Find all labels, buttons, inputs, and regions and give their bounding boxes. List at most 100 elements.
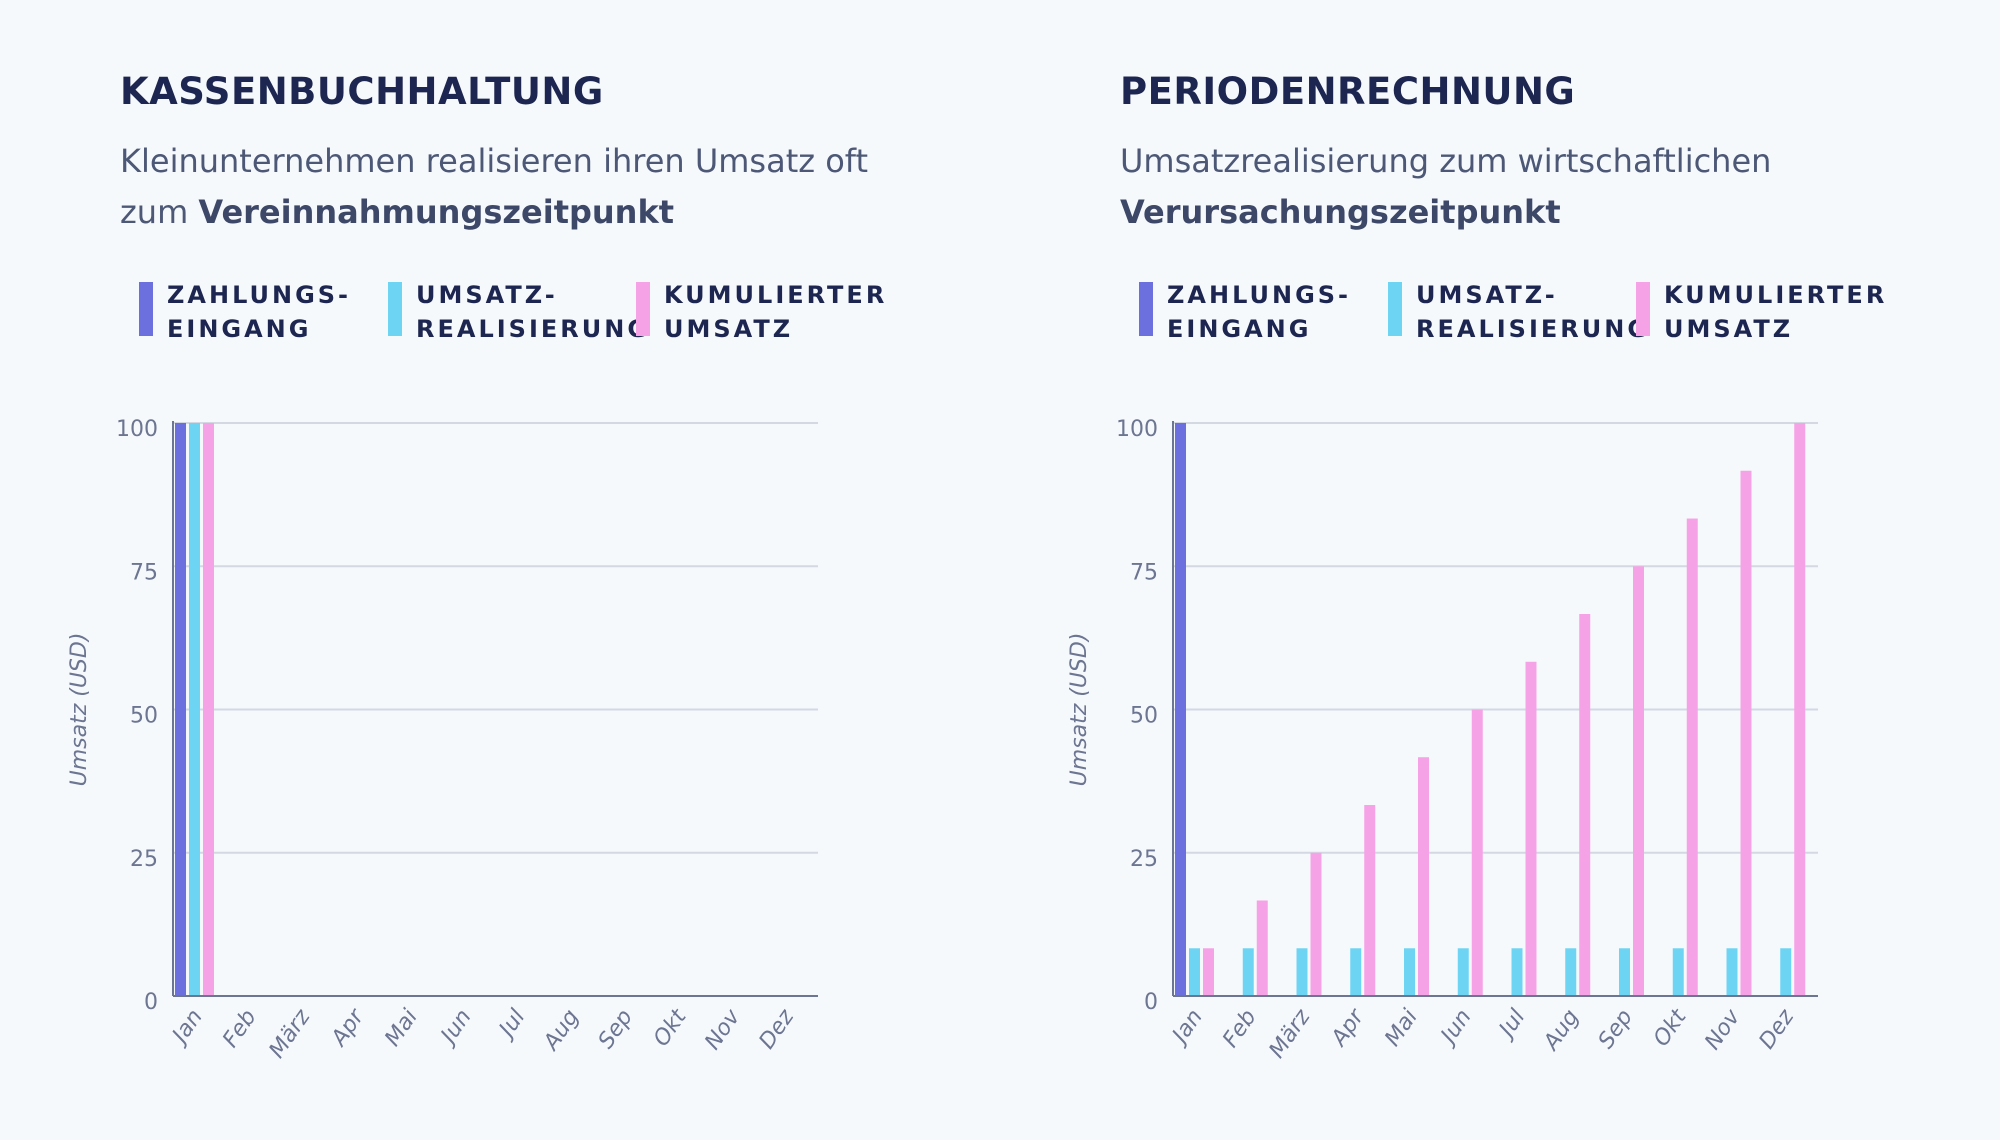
legend-swatch-umsatzrealisierung <box>388 282 402 336</box>
legend-swatch-umsatzrealisierung <box>1388 282 1402 336</box>
legend-label-line1: KUMULIERTER <box>1664 281 1888 309</box>
y-tick-label: 50 <box>1130 704 1158 729</box>
bar-kumulierter_umsatz-mai <box>1418 757 1429 996</box>
legend-label: ZAHLUNGS- EINGANG <box>167 278 351 346</box>
bar-umsatzrealisierung-nov <box>1726 948 1738 996</box>
y-tick-label: 100 <box>116 417 158 442</box>
subtitle-bold: Vereinnahmungszeitpunkt <box>198 193 675 231</box>
bar-kumulierter_umsatz-nov <box>1740 470 1752 996</box>
legend-swatch-zahlungseingang <box>139 282 153 336</box>
legend-label-line2: REALISIERUNG <box>416 315 651 343</box>
x-tick-label-jun: Jun <box>434 1005 476 1051</box>
legend-label-line2: UMSATZ <box>1664 315 1794 343</box>
bar-umsatzrealisierung-jan <box>189 423 200 996</box>
x-tick-label-mai: Mai <box>380 1005 423 1051</box>
legend-label-line1: ZAHLUNGS- <box>167 281 352 309</box>
legend-label-line2: EINGANG <box>167 315 312 343</box>
x-tick-label-jun: Jun <box>1434 1005 1476 1051</box>
legend-label-line1: KUMULIERTER <box>664 281 888 309</box>
bar-kumulierter_umsatz-jul <box>1525 661 1537 996</box>
cash-accounting-subtitle: Kleinunternehmen realisieren ihren Umsat… <box>120 136 940 238</box>
accrual-accounting-panel: PERIODENRECHNUNG Umsatzrealisierung zum … <box>1000 0 2000 1140</box>
cash-accounting-chart: 0 25 50 75 100 Umsatz (USD) Jan Feb März Apr Mai Ju… <box>67 417 818 1063</box>
bar-kumulierter_umsatz-jan <box>1203 948 1214 996</box>
legend-label: KUMULIERTER UMSATZ <box>1664 278 1887 346</box>
x-tick-label-jan: Jan <box>1166 1005 1208 1050</box>
y-tick-label: 25 <box>1130 847 1158 872</box>
bar-umsatzrealisierung-sep <box>1619 948 1630 996</box>
legend-label-line2: UMSATZ <box>664 315 794 343</box>
bar-kumulierter_umsatz-dez <box>1794 423 1806 996</box>
x-tick-label-feb: Feb <box>218 1005 262 1052</box>
legend-swatch-kumulierter-umsatz <box>636 282 650 336</box>
bar-umsatzrealisierung-okt <box>1672 948 1684 996</box>
bar-umsatzrealisierung-feb <box>1242 948 1254 996</box>
x-tick-label-jul: Jul <box>492 1005 530 1044</box>
x-tick-label-apr: Apr <box>326 1004 371 1053</box>
legend-label-line1: UMSATZ- <box>1416 281 1558 309</box>
subtitle-text: Kleinunternehmen realisieren ihren Umsat… <box>120 142 869 231</box>
legend-label-line1: UMSATZ- <box>416 281 558 309</box>
bar-kumulierter_umsatz-sep <box>1633 566 1644 996</box>
x-tick-label-sep: Sep <box>1594 1005 1638 1053</box>
y-tick-label: 75 <box>130 560 158 585</box>
bar-kumulierter_umsatz-okt <box>1686 518 1698 996</box>
cash-accounting-title: KASSENBUCHHALTUNG <box>120 70 604 113</box>
legend-label-line2: REALISIERUNG <box>1416 315 1651 343</box>
bar-umsatzrealisierung-jan <box>1189 948 1200 996</box>
bar-umsatzrealisierung-maerz <box>1296 948 1308 996</box>
x-tick-label-nov: Nov <box>700 1004 746 1054</box>
bar-kumulierter_umsatz-apr <box>1364 805 1376 996</box>
legend-label: KUMULIERTER UMSATZ <box>664 278 887 346</box>
x-tick-label-maerz: März <box>1265 1005 1316 1063</box>
x-tick-label-okt: Okt <box>649 1004 692 1051</box>
bar-kumulierter_umsatz-feb <box>1256 900 1268 996</box>
bar-kumulierter_umsatz-jan <box>203 423 214 996</box>
legend-label: ZAHLUNGS- EINGANG <box>1167 278 1351 346</box>
legend-swatch-zahlungseingang <box>1139 282 1153 336</box>
bar-umsatzrealisierung-mai <box>1404 948 1415 996</box>
bar-kumulierter_umsatz-jun <box>1471 709 1483 996</box>
subtitle-text: Umsatzrealisierung zum wirtschaftlichen <box>1120 142 1772 180</box>
bar-umsatzrealisierung-jun <box>1457 948 1469 996</box>
y-axis-label: Umsatz (USD) <box>1067 633 1092 787</box>
bar-umsatzrealisierung-apr <box>1350 948 1362 996</box>
accrual-accounting-subtitle: Umsatzrealisierung zum wirtschaftlichen … <box>1120 136 1940 238</box>
x-tick-label-feb: Feb <box>1218 1005 1262 1052</box>
x-tick-label-aug: Aug <box>1538 1005 1584 1056</box>
bar-umsatzrealisierung-jul <box>1511 948 1523 996</box>
bar-umsatzrealisierung-dez <box>1780 948 1792 996</box>
y-tick-label: 25 <box>130 847 158 872</box>
accrual-accounting-chart: 0 25 50 75 100 Umsatz (USD) Jan Feb März Apr Mai Ju… <box>1067 417 1818 1063</box>
y-tick-label: 100 <box>1116 417 1158 442</box>
y-axis-label: Umsatz (USD) <box>67 633 92 787</box>
y-tick-label: 0 <box>1144 990 1158 1015</box>
y-tick-label: 0 <box>144 990 158 1015</box>
bar-kumulierter_umsatz-aug <box>1579 613 1591 996</box>
x-tick-label-maerz: März <box>265 1005 316 1063</box>
accrual-accounting-title: PERIODENRECHNUNG <box>1120 70 1576 113</box>
legend-label: UMSATZ- REALISIERUNG <box>416 278 650 346</box>
bar-zahlungseingang-jan <box>175 423 186 996</box>
x-tick-label-okt: Okt <box>1649 1004 1692 1051</box>
x-tick-label-aug: Aug <box>538 1005 584 1056</box>
bar-kumulierter_umsatz-maerz <box>1310 852 1322 996</box>
y-tick-label: 75 <box>1130 560 1158 585</box>
x-tick-label-sep: Sep <box>594 1005 638 1053</box>
legend-swatch-kumulierter-umsatz <box>1636 282 1650 336</box>
x-tick-label-dez: Dez <box>755 1005 800 1054</box>
legend-label-line1: ZAHLUNGS- <box>1167 281 1352 309</box>
x-tick-label-jul: Jul <box>1492 1005 1530 1044</box>
x-tick-label-apr: Apr <box>1326 1004 1371 1053</box>
x-tick-label-nov: Nov <box>1700 1004 1746 1054</box>
y-tick-label: 50 <box>130 704 158 729</box>
x-tick-label-jan: Jan <box>166 1005 208 1050</box>
x-tick-label-dez: Dez <box>1755 1005 1800 1054</box>
cash-accounting-panel: KASSENBUCHHALTUNG Kleinunternehmen reali… <box>67 70 940 1063</box>
legend-label-line2: EINGANG <box>1167 315 1312 343</box>
subtitle-bold: Verursachungszeitpunkt <box>1120 193 1561 231</box>
x-tick-label-mai: Mai <box>1380 1005 1423 1051</box>
legend-label: UMSATZ- REALISIERUNG <box>1416 278 1650 346</box>
bar-zahlungseingang-jan <box>1175 423 1186 996</box>
bar-umsatzrealisierung-aug <box>1565 948 1577 996</box>
